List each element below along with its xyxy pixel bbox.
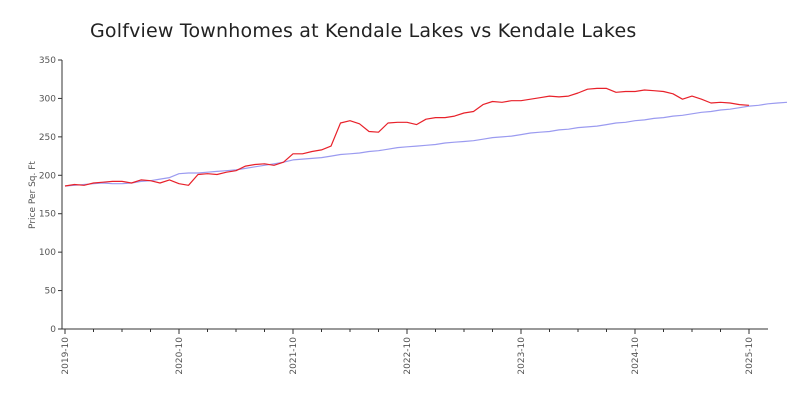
x-tick-label: 2022-10 (403, 337, 413, 375)
y-tick-label: 100 (39, 248, 56, 258)
y-tick-label: 50 (45, 287, 57, 297)
y-tick-label: 300 (39, 94, 56, 104)
y-axis: 0 50 100 150 200 250 300 350 (39, 56, 63, 335)
x-tick-label: 2019-10 (61, 337, 71, 375)
x-tick-label: 2023-10 (517, 337, 527, 375)
x-tick-label: 2020-10 (175, 337, 185, 375)
series-layer (64, 87, 788, 187)
y-tick-label: 200 (39, 171, 56, 181)
x-tick-label: 2024-10 (631, 337, 641, 375)
y-axis-label: Price Per Sq. Ft (28, 161, 38, 229)
x-axis: 2019-10 2020-10 2021-10 2022-10 2023-10 2024-… (61, 328, 768, 375)
y-tick-label: 250 (39, 133, 56, 143)
series-line-1 (64, 87, 750, 187)
chart-title: Golfview Townhomes at Kendale Lakes vs K… (90, 20, 637, 42)
series-line-2 (64, 101, 788, 187)
x-tick-label: 2025-10 (745, 337, 755, 375)
y-tick-label: 150 (39, 210, 56, 220)
y-tick-label: 350 (39, 56, 56, 66)
y-tick-label: 0 (50, 325, 56, 335)
x-tick-label: 2021-10 (289, 337, 299, 375)
